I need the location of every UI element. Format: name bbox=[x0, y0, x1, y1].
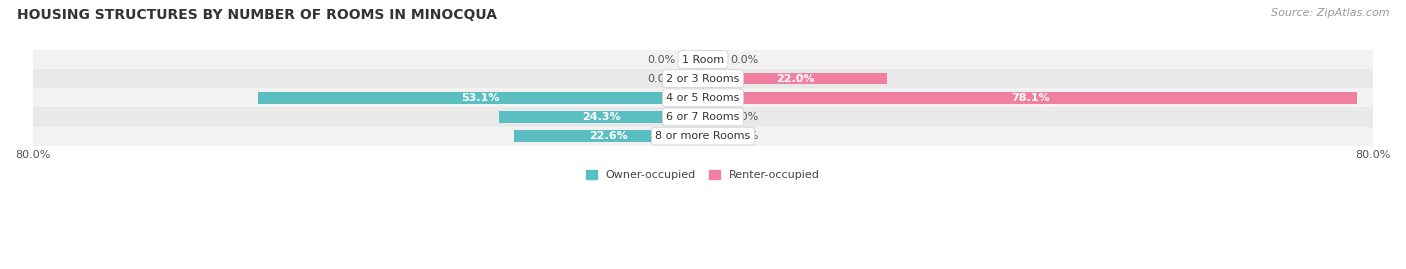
Bar bbox=[513, 130, 703, 142]
Bar bbox=[703, 92, 1357, 104]
Text: 53.1%: 53.1% bbox=[461, 93, 499, 103]
Text: 78.1%: 78.1% bbox=[1011, 93, 1049, 103]
Legend: Owner-occupied, Renter-occupied: Owner-occupied, Renter-occupied bbox=[586, 170, 820, 180]
Bar bbox=[703, 111, 724, 123]
Bar bbox=[32, 69, 1374, 88]
Bar bbox=[703, 73, 887, 84]
Text: 22.6%: 22.6% bbox=[589, 131, 627, 141]
Text: 24.3%: 24.3% bbox=[582, 112, 620, 122]
Bar bbox=[32, 126, 1374, 146]
Bar bbox=[32, 50, 1374, 69]
Bar bbox=[259, 92, 703, 104]
Text: 22.0%: 22.0% bbox=[776, 74, 814, 84]
Bar bbox=[32, 107, 1374, 126]
Text: 4 or 5 Rooms: 4 or 5 Rooms bbox=[666, 93, 740, 103]
Text: 0.0%: 0.0% bbox=[731, 55, 759, 65]
Text: 0.0%: 0.0% bbox=[647, 74, 675, 84]
Bar bbox=[682, 54, 703, 65]
Text: 0.0%: 0.0% bbox=[731, 131, 759, 141]
Bar bbox=[682, 73, 703, 84]
Text: 8 or more Rooms: 8 or more Rooms bbox=[655, 131, 751, 141]
Text: 0.0%: 0.0% bbox=[731, 112, 759, 122]
Text: 0.0%: 0.0% bbox=[647, 55, 675, 65]
Text: 2 or 3 Rooms: 2 or 3 Rooms bbox=[666, 74, 740, 84]
Bar bbox=[32, 88, 1374, 107]
Bar bbox=[499, 111, 703, 123]
Text: 6 or 7 Rooms: 6 or 7 Rooms bbox=[666, 112, 740, 122]
Text: HOUSING STRUCTURES BY NUMBER OF ROOMS IN MINOCQUA: HOUSING STRUCTURES BY NUMBER OF ROOMS IN… bbox=[17, 8, 496, 22]
Bar bbox=[703, 54, 724, 65]
Text: 1 Room: 1 Room bbox=[682, 55, 724, 65]
Bar bbox=[703, 130, 724, 142]
Text: Source: ZipAtlas.com: Source: ZipAtlas.com bbox=[1271, 8, 1389, 18]
